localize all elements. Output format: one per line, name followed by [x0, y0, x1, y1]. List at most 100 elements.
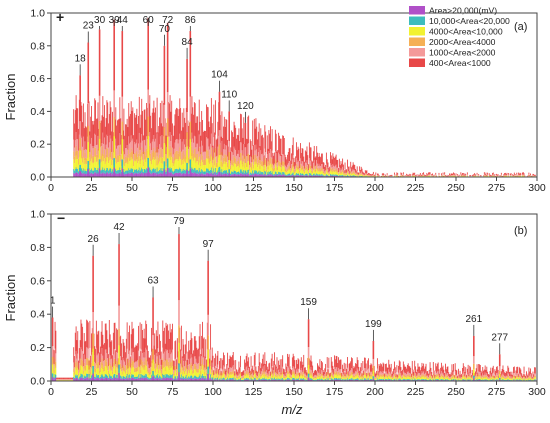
- panel-a-bar: [87, 172, 88, 177]
- panel-a-bar: [241, 128, 243, 151]
- panel-b-bar: [97, 368, 99, 376]
- panel-a-bar: [126, 118, 128, 146]
- panel-a-bar: [513, 175, 515, 176]
- panel-a-bar: [462, 174, 464, 176]
- panel-a-bar: [265, 152, 267, 160]
- panel-b-bar: [125, 370, 126, 374]
- panel-a-peak-bar: [163, 169, 166, 177]
- panel-a-bar: [161, 148, 163, 158]
- panel-a-bar: [163, 136, 165, 149]
- panel-b-bar: [109, 363, 111, 369]
- panel-a-bar: [308, 168, 310, 173]
- panel-a-bar: [325, 175, 327, 177]
- panel-a-bar: [431, 174, 433, 176]
- panel-b-bar: [219, 379, 221, 381]
- panel-a-bar: [236, 171, 238, 175]
- panel-b-bar: [245, 355, 247, 368]
- panel-a-bar: [231, 159, 233, 166]
- panel-a-bar: [234, 157, 236, 164]
- panel-a-bar: [325, 175, 327, 177]
- panel-a-bar: [390, 174, 392, 176]
- panel-a-bar: [197, 169, 199, 174]
- panel-a-bar: [452, 173, 454, 176]
- panel-a-bar: [241, 164, 243, 172]
- panel-a-bar: [221, 169, 223, 174]
- panel-a-bar: [249, 164, 250, 169]
- panel-a-bar: [128, 168, 130, 173]
- panel-a-bar: [98, 128, 100, 151]
- panel-a-bar: [338, 172, 340, 175]
- panel-a-bar: [349, 174, 351, 176]
- panel-a-bar: [125, 163, 127, 171]
- peak-label: 84: [182, 37, 194, 48]
- panel-b-bar: [88, 378, 90, 380]
- panel-a-bar: [240, 142, 242, 154]
- panel-b-bar: [103, 371, 105, 377]
- panel-a-bar: [307, 175, 309, 177]
- panel-a-bar: [288, 161, 290, 167]
- panel-a-bar: [278, 154, 280, 162]
- panel-a-bar: [429, 175, 431, 176]
- panel-a-bar: [509, 175, 511, 176]
- panel-b-bar: [107, 375, 109, 379]
- panel-a-bar: [121, 174, 122, 177]
- panel-a-bar: [143, 151, 145, 160]
- panel-a-bar: [107, 168, 109, 173]
- panel-b-bar: [190, 354, 192, 363]
- panel-a-bar: [310, 160, 312, 166]
- panel-b-bar: [142, 361, 143, 368]
- panel-a-bar: [253, 168, 254, 174]
- panel-a-bar: [222, 172, 224, 175]
- panel-b-bar: [242, 377, 244, 379]
- panel-a-bar: [351, 172, 353, 175]
- panel-a-bar: [513, 172, 515, 175]
- panel-b-bar: [73, 376, 75, 379]
- panel-b-bar: [238, 375, 240, 379]
- panel-b-bar: [125, 364, 127, 371]
- panel-a-bar: [165, 166, 167, 173]
- panel-a-bar: [274, 174, 276, 177]
- panel-b-bar: [229, 367, 231, 372]
- panel-a-bar: [75, 131, 77, 146]
- panel-a-bar: [428, 172, 430, 175]
- panel-a-bar: [355, 172, 357, 174]
- panel-a-bar: [94, 156, 96, 168]
- panel-b-bar: [190, 368, 192, 376]
- panel-b-bar: [267, 369, 269, 375]
- panel-a-bar: [291, 174, 293, 176]
- panel-a-bar: [308, 169, 310, 173]
- panel-a-bar: [183, 159, 185, 169]
- panel-a-bar: [96, 118, 98, 145]
- panel-a-bar: [219, 173, 221, 177]
- panel-a-bar: [206, 158, 208, 169]
- panel-b-bar: [231, 367, 233, 372]
- panel-a-bar: [428, 175, 429, 177]
- panel-b-bar: [173, 379, 175, 381]
- panel-b-bar: [168, 330, 169, 354]
- panel-a-bar: [73, 151, 75, 160]
- panel-a-bar: [127, 158, 129, 165]
- panel-a-bar: [334, 175, 336, 177]
- panel-b-bar: [74, 371, 75, 375]
- panel-b-bar: [108, 366, 109, 371]
- panel-a-peak-bar: [98, 29, 101, 96]
- panel-b-bar: [225, 377, 227, 379]
- panel-a-bar: [146, 107, 148, 139]
- panel-b-bar: [81, 377, 83, 381]
- panel-a-bar: [368, 174, 369, 176]
- panel-a-bar: [325, 174, 327, 176]
- panel-a-bar: [74, 123, 75, 148]
- panel-a-bar: [352, 173, 354, 176]
- panel-a-bar: [281, 174, 283, 176]
- panel-b-bar: [161, 359, 163, 370]
- legend-swatch: [409, 27, 425, 36]
- panel-b-bar: [91, 354, 92, 363]
- panel-a-bar: [282, 154, 284, 162]
- panel-a-bar: [432, 173, 433, 176]
- panel-a-bar: [76, 168, 78, 173]
- panel-a-bar: [249, 167, 251, 173]
- panel-a-bar: [197, 151, 199, 160]
- panel-b-bar: [84, 376, 86, 379]
- panel-a-bar: [256, 163, 258, 171]
- panel-b-bar: [189, 379, 190, 381]
